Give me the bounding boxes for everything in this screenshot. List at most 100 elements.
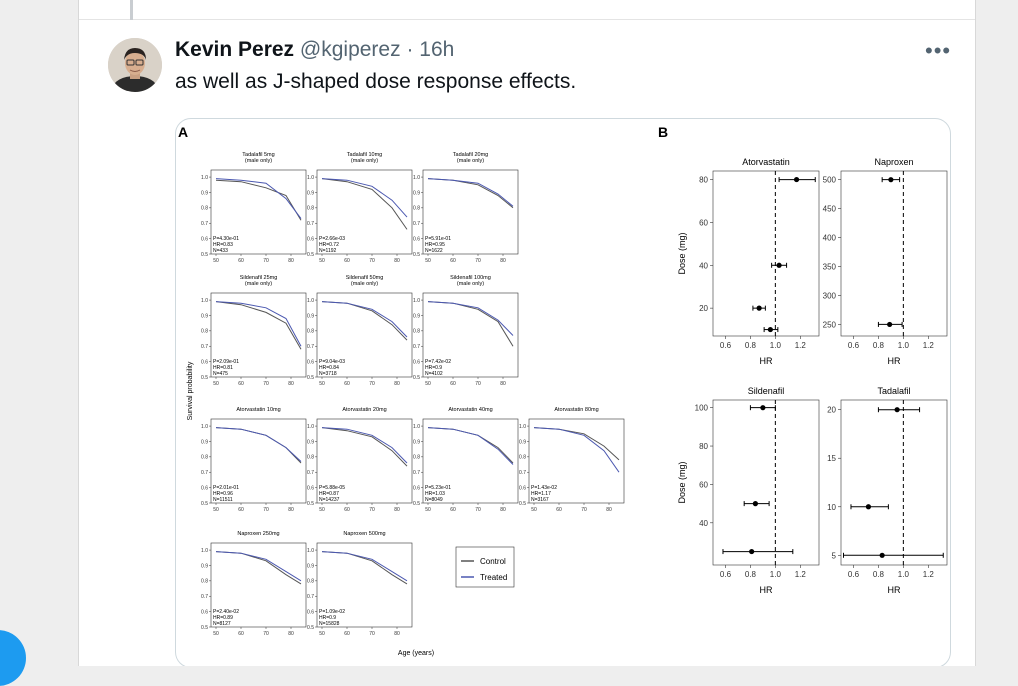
- survival-subplot: Sildenafil 50mg(male only) 1.0 0.9 0.8 0.7 0.…: [307, 275, 413, 387]
- panel-b-label: B: [658, 124, 668, 140]
- x-tick-label: 70: [263, 258, 269, 264]
- x-tick-label: 60: [450, 381, 456, 387]
- tweet-time[interactable]: 16h: [419, 38, 455, 61]
- subplot-title: Sildenafil 50mg: [346, 275, 384, 281]
- control-line: [533, 427, 620, 461]
- hazard-ratio: HR=1.03: [425, 491, 445, 497]
- y-tick-label: 0.7: [307, 470, 314, 476]
- y-tick-label: 100: [695, 404, 709, 413]
- y-tick-label: 0.5: [307, 501, 314, 507]
- hazard-ratio: HR=0.72: [319, 242, 339, 248]
- hr-point: [793, 176, 800, 183]
- more-options-icon[interactable]: •••: [925, 38, 952, 63]
- p-value: P=5.88e-05: [319, 485, 345, 491]
- survival-subplot: Atorvastatin 40mg 1.0 0.9 0.8 0.7 0.6 0.5 50 60 7…: [413, 407, 519, 513]
- treated-line: [321, 178, 408, 218]
- x-tick-label: 1.0: [770, 570, 782, 579]
- author-name[interactable]: Kevin Perez: [175, 38, 295, 61]
- subplot-frame: [422, 418, 519, 504]
- x-tick-label: 80: [606, 507, 612, 513]
- x-tick-label: 0.6: [848, 570, 860, 579]
- y-tick-label: 0.5: [413, 501, 420, 507]
- sample-size: N=3718: [319, 371, 337, 377]
- hr-point: [879, 552, 885, 558]
- x-tick-label: 60: [238, 631, 244, 637]
- forest-title: Sildenafil: [748, 386, 785, 396]
- avatar[interactable]: [108, 38, 162, 92]
- tweet-post: Kevin Perez @kgiperez · 16h ••• as well …: [78, 0, 976, 666]
- y-tick-label: 0.9: [307, 439, 314, 445]
- y-tick-label: 500: [823, 176, 837, 185]
- y-tick-label: 0.8: [201, 206, 208, 212]
- x-axis-label: Age (years): [398, 650, 434, 657]
- forest-subplot: Naproxen 250 300 350 400 450 500 0.6 0.8 1.0 1.2 HR: [823, 157, 948, 366]
- subplot-subtitle: (male only): [245, 281, 272, 287]
- x-tick-label: 70: [263, 381, 269, 387]
- x-tick-label: 60: [344, 507, 350, 513]
- y-tick-label: 0.7: [519, 470, 526, 476]
- y-tick-label: 15: [827, 454, 836, 463]
- compose-button[interactable]: [0, 630, 26, 686]
- y-tick-label: 0.6: [413, 485, 420, 491]
- x-tick-label: 60: [450, 258, 456, 264]
- survival-subplot: Tadalafil 5mg(male only) 1.0 0.9 0.8 0.7 0.6 0…: [201, 152, 307, 264]
- sample-size: N=14237: [319, 497, 340, 503]
- p-value: P=1.43e-02: [531, 485, 557, 491]
- sample-size: N=1622: [425, 248, 443, 254]
- author-handle[interactable]: @kgiperez: [299, 38, 401, 61]
- sample-size: N=433: [213, 248, 228, 254]
- y-tick-label: 0.7: [201, 221, 208, 227]
- x-tick-label: 80: [288, 381, 294, 387]
- survival-subplot: Tadalafil 20mg(male only) 1.0 0.9 0.8 0.7 0.6…: [413, 152, 519, 264]
- y-tick-label: 0.8: [413, 329, 420, 335]
- hazard-ratio: HR=0.9: [319, 615, 336, 621]
- y-tick-label: 0.7: [307, 344, 314, 350]
- y-tick-label: 40: [699, 519, 708, 528]
- subplot-subtitle: (male only): [245, 158, 272, 164]
- y-tick-label: 1.0: [201, 548, 208, 554]
- x-tick-label: 0.8: [873, 341, 885, 350]
- x-tick-label: 80: [288, 631, 294, 637]
- x-tick-label: 1.0: [898, 570, 910, 579]
- x-tick-label: 0.8: [745, 341, 757, 350]
- y-tick-label: 0.8: [307, 329, 314, 335]
- y-tick-label: 80: [699, 442, 708, 451]
- hazard-ratio: HR=0.89: [213, 615, 233, 621]
- y-tick-label: 0.5: [519, 501, 526, 507]
- subplot-frame: [210, 418, 307, 504]
- x-tick-label: 60: [238, 507, 244, 513]
- sample-size: N=4102: [425, 371, 443, 377]
- hr-point: [760, 405, 766, 411]
- x-tick-label: 60: [238, 258, 244, 264]
- x-tick-label: 1.2: [795, 341, 807, 350]
- y-tick-label: 0.8: [201, 455, 208, 461]
- y-tick-label: 0.6: [201, 236, 208, 242]
- y-tick-label: 0.9: [307, 563, 314, 569]
- y-tick-label: 0.5: [307, 252, 314, 258]
- legend-frame: [455, 546, 515, 588]
- y-tick-label: 400: [823, 234, 837, 243]
- thread-line: [130, 0, 133, 20]
- forest-frame: [712, 170, 820, 337]
- y-tick-label: 80: [699, 176, 708, 185]
- y-tick-label: 0.5: [413, 252, 420, 258]
- y-tick-label: 250: [823, 320, 837, 329]
- control-line: [321, 178, 408, 230]
- y-tick-label: 0.9: [413, 313, 420, 319]
- subplot-title: Atorvastatin 40mg: [448, 407, 492, 413]
- x-tick-label: 50: [319, 381, 325, 387]
- y-tick-label: 0.9: [413, 439, 420, 445]
- tweet-media[interactable]: A Tadalafil 5mg (male only) 1.0 0.9 0.8 0.7 0.6…: [175, 118, 951, 666]
- survival-subplot: Sildenafil 25mg(male only) 1.0 0.9 0.8 0.7 0.…: [201, 275, 307, 387]
- y-tick-label: 0.5: [201, 501, 208, 507]
- y-tick-label: 0.9: [201, 313, 208, 319]
- subplot-title: Sildenafil 100mg: [450, 275, 491, 281]
- x-tick-label: 50: [425, 258, 431, 264]
- y-tick-label: 1.0: [307, 424, 314, 430]
- control-line: [427, 427, 514, 464]
- subplot-subtitle: (male only): [457, 158, 484, 164]
- y-tick-label: 20: [699, 304, 708, 313]
- forest-title: Naproxen: [874, 157, 913, 167]
- subplot-frame: [316, 542, 413, 628]
